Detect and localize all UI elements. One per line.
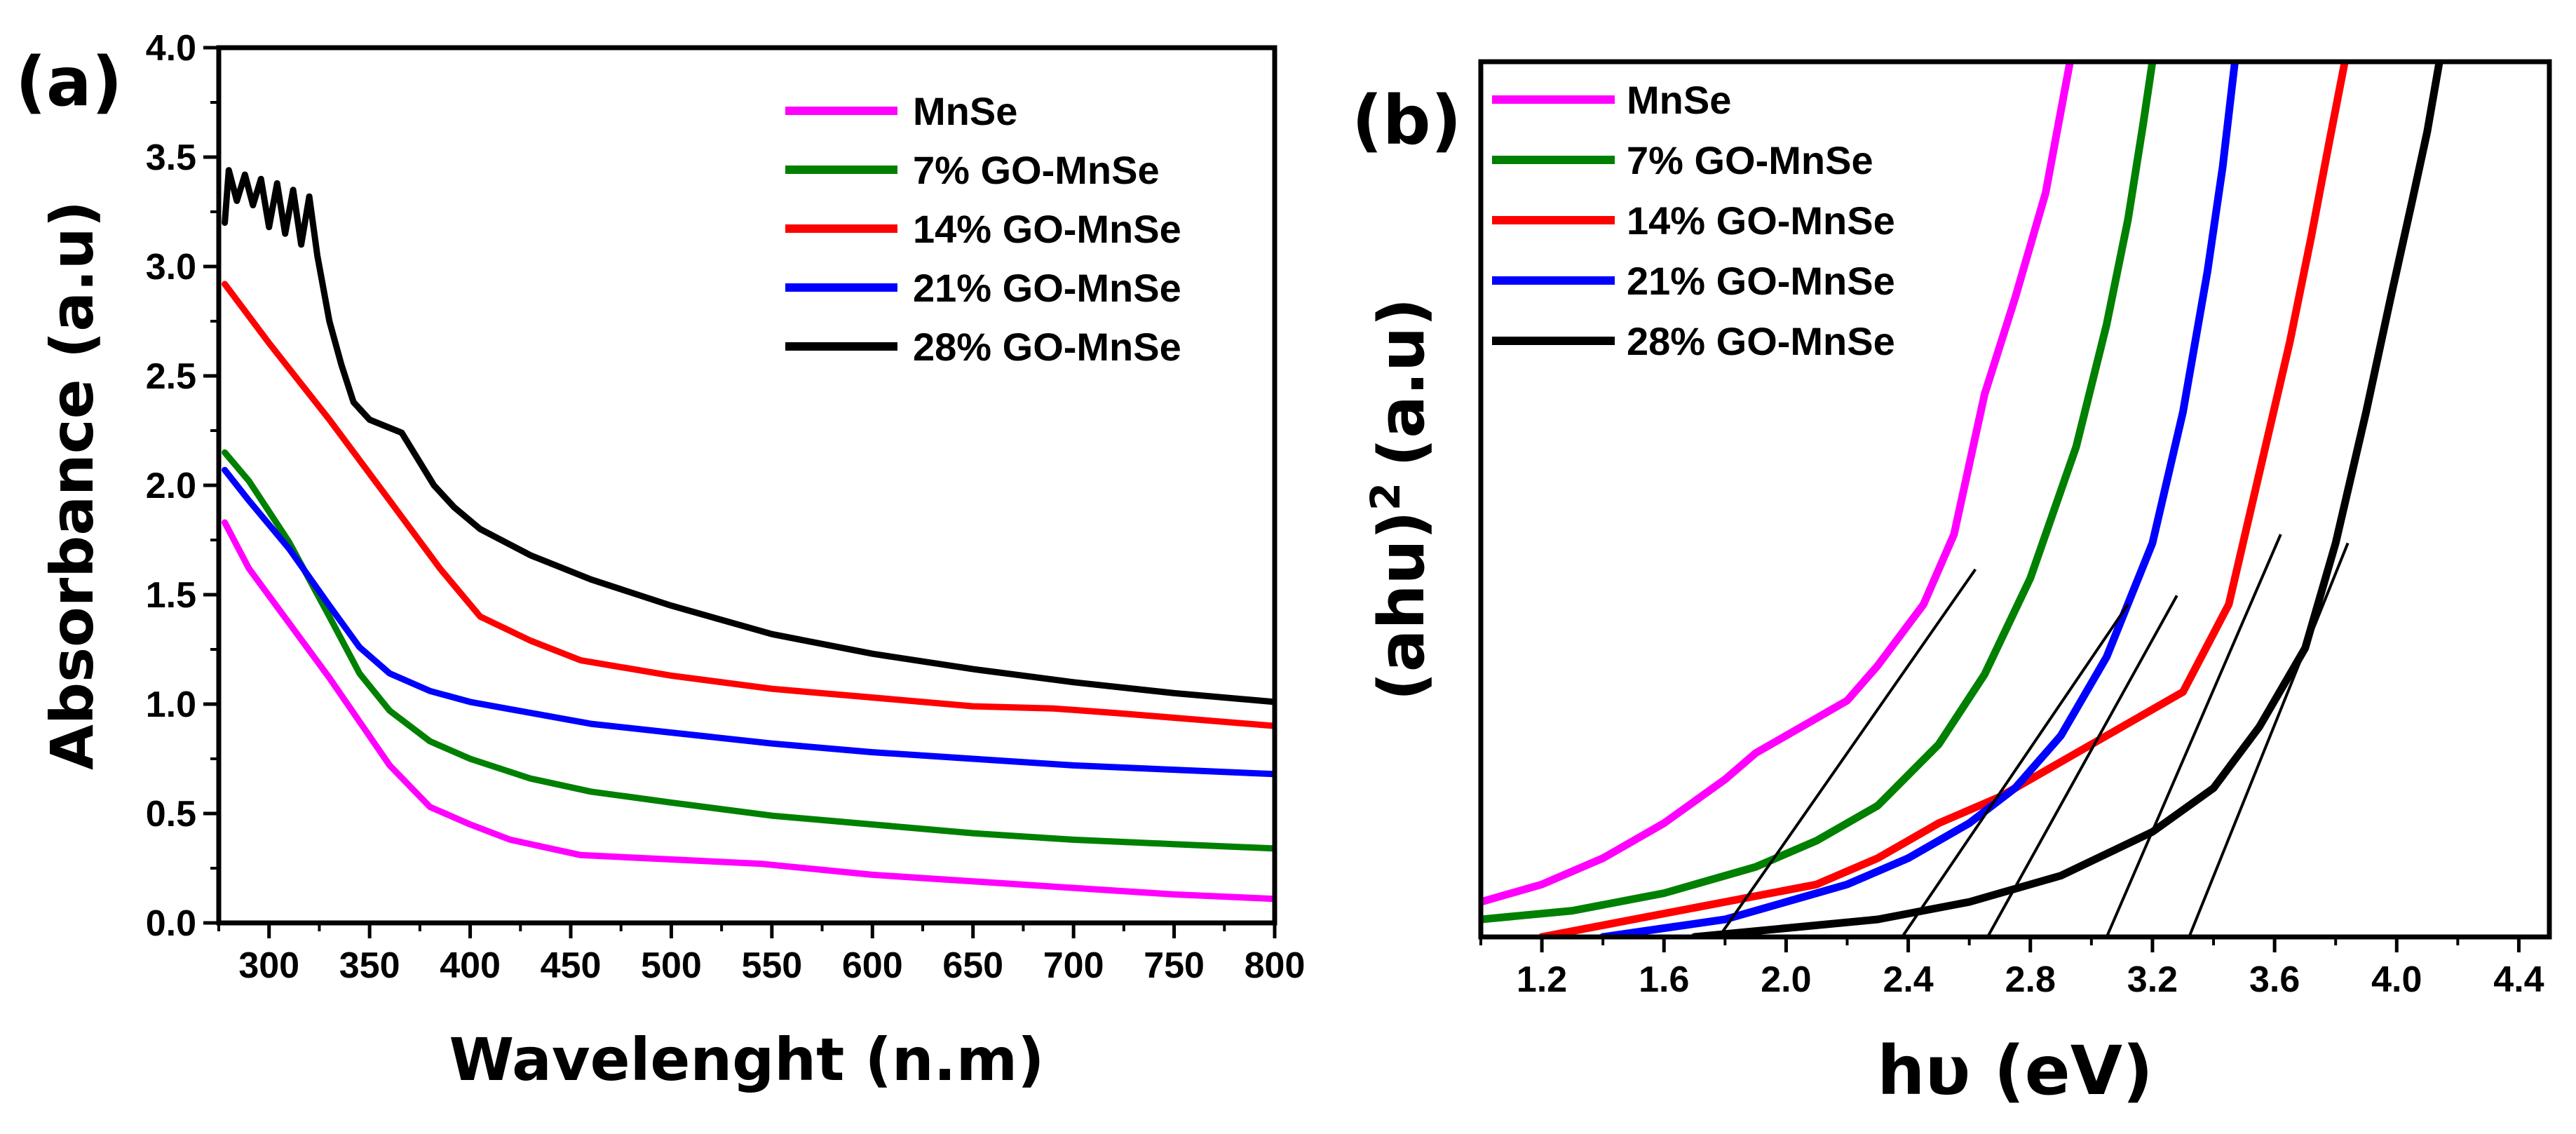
- panel-b-y-axis-superscript: 2: [1362, 482, 1409, 511]
- panel-a-series-21pct-go-mnse: [222, 466, 1275, 778]
- panel-b-y-axis-unit: (a.u): [1365, 298, 1439, 467]
- panel-b-x-axis-title: hυ (eV): [1877, 1032, 2153, 1110]
- panel-a-y-tick-label: 2.0: [146, 466, 196, 506]
- panel-b-tangent-lines: [1717, 534, 2350, 937]
- panel-a-x-tick-label: 800: [1245, 945, 1306, 986]
- panel-a-x-tick-label: 300: [238, 945, 299, 986]
- panel-a-series-28pct-go-mnse: [222, 167, 1275, 706]
- panel-a-y-tick-label: 0.5: [146, 794, 196, 835]
- panel-b-legend-label-21pct-go-mnse: 21% GO-MnSe: [1627, 259, 1895, 303]
- panel-b-legend: MnSe 7% GO-MnSe 14% GO-MnSe 21% GO-MnSe 28% …: [1492, 78, 1895, 363]
- panel-a-x-tick-label: 400: [440, 945, 501, 986]
- panel-b-x-tick-label: 4.4: [2493, 959, 2544, 1000]
- panel-b-x-tick-label: 1.2: [1517, 959, 1567, 1000]
- panel-b-label: (b): [1352, 81, 1461, 160]
- panel-a-y-tick-label: 3.5: [146, 137, 196, 178]
- panel-a-legend: MnSe 7% GO-MnSe 14% GO-MnSe 21% GO-MnSe 28% …: [785, 89, 1181, 369]
- panel-b-y-axis-main: (ahu): [1365, 511, 1439, 701]
- panel-a-y-ticks: 0.0 0.5 1.0 1.5 2.0 2.5 3.0 3.5 4.0: [146, 28, 219, 944]
- panel-a-x-ticks: 300 350 400 450 500 550 600 650 700 750 800: [217, 923, 1306, 986]
- panel-a-series-14pct-go-mnse: [222, 281, 1275, 729]
- panel-a-y-tick-label: 1.5: [146, 575, 196, 616]
- panel-b-x-tick-label: 2.4: [1883, 959, 1933, 1000]
- panel-a-x-tick-label: 650: [942, 945, 1003, 986]
- panel-a-x-tick-label: 450: [541, 945, 602, 986]
- panel-b-x-tick-label: 3.6: [2249, 959, 2300, 1000]
- panel-a-legend-label-21pct-go-mnse: 21% GO-MnSe: [913, 266, 1181, 310]
- panel-b-x-tick-label: 3.2: [2127, 959, 2178, 1000]
- panel-b-series-14pct-go-mnse: [1538, 62, 2349, 937]
- panel-a-x-tick-label: 600: [842, 945, 903, 986]
- panel-b-tangent-14pct-go-mnse: [2105, 534, 2282, 937]
- panel-a-y-axis-title: Absorbance (a.u): [38, 201, 107, 770]
- panel-b-x-tick-label: 4.0: [2371, 959, 2422, 1000]
- panel-a-label: (a): [15, 43, 123, 121]
- panel-b-tangent-28pct-go-mnse: [2188, 542, 2350, 937]
- panel-a-x-tick-label: 750: [1144, 945, 1205, 986]
- panel-b-tangent-21pct-go-mnse: [1986, 595, 2178, 937]
- panel-a-x-tick-label: 350: [339, 945, 400, 986]
- panel-b-x-tick-label: 2.0: [1761, 959, 1811, 1000]
- panel-a-legend-label-14pct-go-mnse: 14% GO-MnSe: [913, 207, 1181, 251]
- panel-b-x-ticks: 1.2 1.6 2.0 2.4 2.8 3.2 3.6 4.0 4.4: [1479, 937, 2544, 1000]
- panel-a-series-mnse: [222, 519, 1275, 903]
- panel-b-y-axis-title: (ahu)2 (a.u): [1362, 298, 1439, 701]
- panel-a-x-tick-label: 550: [741, 945, 802, 986]
- panel-a-y-tick-label: 0.0: [146, 903, 196, 944]
- panel-a-y-tick-label: 3.0: [146, 247, 196, 288]
- panel-b: (b) 1.2 1.6 2.0 2.4 2.8 3.2 3.6 4.0 4.4 hυ (eV) …: [1352, 59, 2552, 1110]
- panel-b-series-21pct-go-mnse: [1599, 62, 2239, 937]
- panel-b-plot-frame: [1478, 59, 2552, 940]
- panel-b-series-28pct-go-mnse: [1690, 62, 2443, 937]
- panel-a-x-tick-label: 700: [1043, 945, 1104, 986]
- panel-b-legend-label-14pct-go-mnse: 14% GO-MnSe: [1627, 198, 1895, 243]
- panel-a-x-axis-title: Wavelenght (n.m): [449, 1025, 1045, 1094]
- panel-a: (a) 300 350 400 450 500 550 600 650 700 750 800 0.…: [15, 28, 1305, 1094]
- panel-b-series-group: [1481, 62, 2443, 937]
- panel-b-x-tick-label: 2.8: [2005, 959, 2056, 1000]
- panel-b-legend-label-7pct-go-mnse: 7% GO-MnSe: [1627, 138, 1873, 182]
- panel-a-x-tick-label: 500: [641, 945, 702, 986]
- panel-b-legend-label-28pct-go-mnse: 28% GO-MnSe: [1627, 319, 1895, 363]
- panel-b-series-7pct-go-mnse: [1481, 62, 2157, 924]
- panel-a-series-7pct-go-mnse: [222, 449, 1275, 852]
- panel-a-y-tick-label: 1.0: [146, 684, 196, 725]
- panel-b-series-mnse: [1481, 62, 2074, 906]
- panel-a-y-tick-label: 2.5: [146, 356, 196, 397]
- panel-a-legend-label-7pct-go-mnse: 7% GO-MnSe: [913, 148, 1160, 192]
- panel-b-tangent-mnse: [1717, 568, 1977, 937]
- panel-b-tangent-7pct-go-mnse: [1901, 603, 2129, 937]
- panel-a-y-tick-label: 4.0: [146, 28, 196, 69]
- panel-a-series-group: [222, 167, 1275, 903]
- panel-a-legend-label-28pct-go-mnse: 28% GO-MnSe: [913, 325, 1181, 369]
- panel-a-legend-label-mnse: MnSe: [913, 89, 1017, 133]
- panel-b-legend-label-mnse: MnSe: [1627, 78, 1731, 122]
- panel-b-x-tick-label: 1.6: [1639, 959, 1689, 1000]
